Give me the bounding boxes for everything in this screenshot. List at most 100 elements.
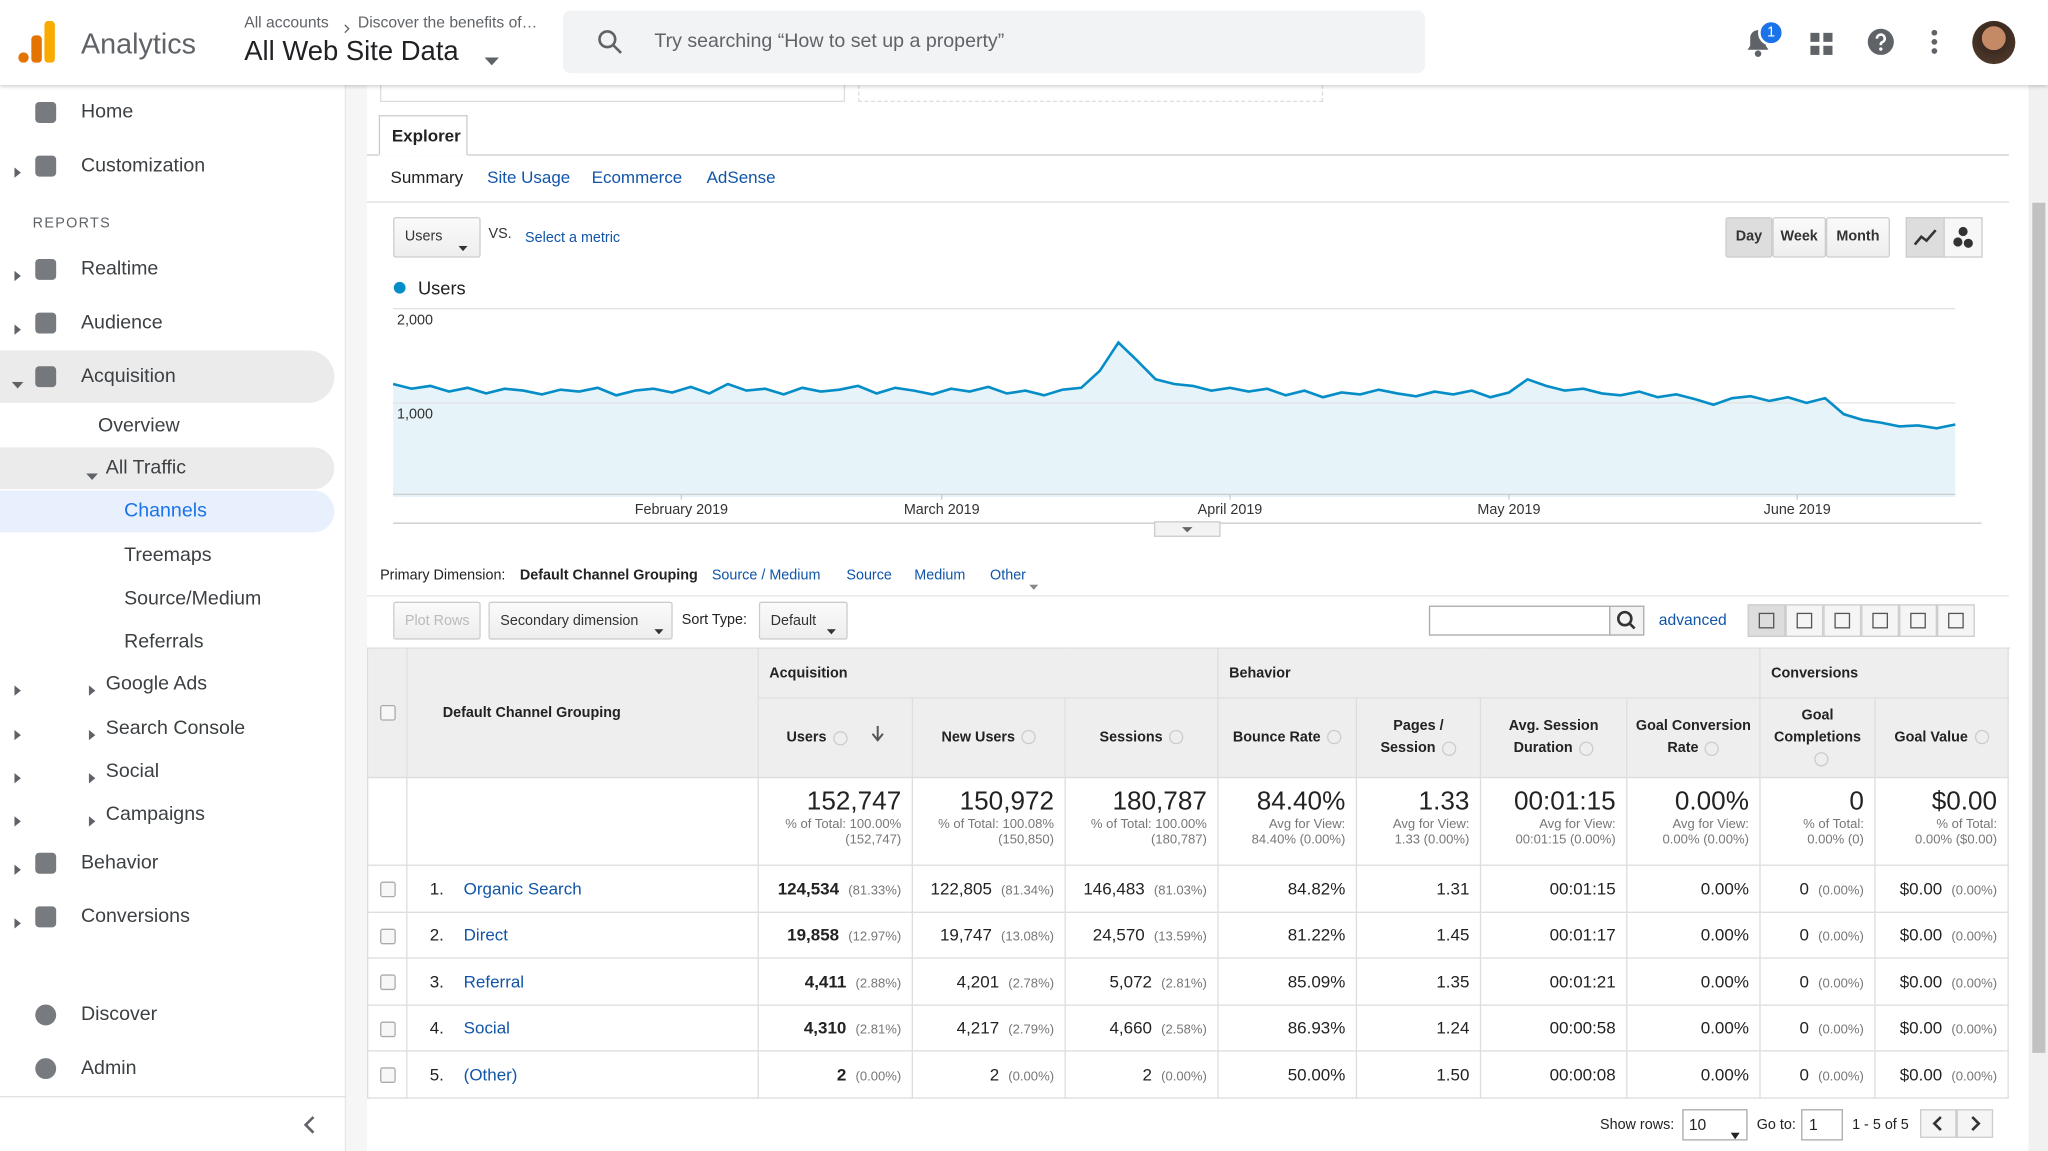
- column-header[interactable]: Avg. Session Duration: [1479, 697, 1628, 779]
- nav-item[interactable]: Source/Medium: [124, 587, 262, 610]
- dimension-option[interactable]: Other: [990, 567, 1026, 584]
- nav-item[interactable]: Customization: [80, 154, 206, 177]
- column-header[interactable]: Users: [757, 697, 913, 779]
- row-link[interactable]: (Other): [463, 1064, 518, 1084]
- subtab[interactable]: AdSense: [706, 167, 776, 188]
- expand-arrow[interactable]: [14, 161, 22, 178]
- nav-item[interactable]: Campaigns: [105, 803, 205, 826]
- expand-arrow[interactable]: [14, 318, 22, 335]
- avatar[interactable]: [1972, 20, 2016, 65]
- nav-item[interactable]: Treemaps: [124, 544, 212, 567]
- chart-type-motion[interactable]: [1943, 217, 1983, 258]
- metric-percent: (0.00%): [1161, 1069, 1207, 1084]
- column-header[interactable]: Goal Value: [1874, 697, 2009, 779]
- nav-item[interactable]: Channels: [124, 499, 207, 522]
- nav-item[interactable]: Search Console: [105, 716, 246, 739]
- subtab[interactable]: Site Usage: [487, 167, 571, 188]
- breadcrumb[interactable]: All accounts: [244, 13, 329, 32]
- expand-arrow[interactable]: [88, 723, 97, 741]
- checkbox[interactable]: [379, 974, 396, 991]
- period-button[interactable]: Day: [1725, 217, 1773, 258]
- view-toggle[interactable]: [1823, 604, 1862, 637]
- subtab[interactable]: Ecommerce: [591, 167, 683, 188]
- column-header[interactable]: New Users: [911, 697, 1066, 779]
- checkbox[interactable]: [379, 1067, 396, 1084]
- expand-arrow[interactable]: [14, 766, 22, 784]
- table-search[interactable]: [1428, 605, 1611, 636]
- nav-item[interactable]: Admin: [80, 1056, 137, 1080]
- view-toggle[interactable]: [1747, 604, 1786, 637]
- sort-dropdown[interactable]: Default: [758, 601, 848, 640]
- metric-percent: (13.59%): [1153, 930, 1207, 945]
- checkbox[interactable]: [379, 705, 396, 721]
- secondary-dimension[interactable]: Secondary dimension: [488, 601, 673, 640]
- collapse-arrow[interactable]: [86, 464, 98, 481]
- nav-item[interactable]: Home: [80, 100, 134, 123]
- table-search-button[interactable]: [1609, 605, 1645, 636]
- view-toggle[interactable]: [1785, 604, 1824, 637]
- nav-item[interactable]: Realtime: [80, 257, 159, 280]
- nav-item[interactable]: Behavior: [80, 851, 159, 874]
- dimension-option[interactable]: Medium: [914, 567, 966, 584]
- expand-arrow[interactable]: [14, 858, 22, 876]
- view-toggle[interactable]: [1899, 604, 1937, 637]
- expand-arrow[interactable]: [88, 679, 97, 696]
- chart-type-line[interactable]: [1905, 217, 1945, 258]
- nav-item[interactable]: Social: [105, 759, 160, 783]
- row-link[interactable]: Organic Search: [463, 878, 582, 899]
- nav-item[interactable]: Overview: [97, 414, 180, 437]
- collapse-chevron[interactable]: [303, 1116, 316, 1134]
- nav-item[interactable]: Google Ads: [105, 672, 208, 695]
- nav-item[interactable]: Audience: [80, 311, 163, 334]
- nav-item[interactable]: All Traffic: [105, 456, 186, 479]
- page-input[interactable]: [1801, 1109, 1843, 1141]
- advanced-link[interactable]: advanced: [1658, 610, 1727, 630]
- apps-icon[interactable]: [1810, 32, 1834, 57]
- search-box[interactable]: [562, 10, 1425, 74]
- metric-dropdown[interactable]: Users: [393, 217, 481, 258]
- expand-arrow[interactable]: [14, 264, 22, 282]
- breadcrumb[interactable]: Discover the benefits of…: [357, 13, 538, 32]
- expand-arrow[interactable]: [14, 912, 22, 929]
- nav-item[interactable]: Discover: [80, 1003, 158, 1026]
- dimension-option[interactable]: Source / Medium: [711, 567, 821, 584]
- column-header[interactable]: Pages / Session: [1355, 697, 1482, 779]
- next-page[interactable]: [1956, 1109, 1994, 1138]
- metric-cell: 19,747 (13.08%): [911, 910, 1066, 959]
- column-header[interactable]: Goal Completions: [1759, 697, 1876, 779]
- more-icon[interactable]: [1930, 29, 1938, 55]
- scrollbar-thumb[interactable]: [2032, 202, 2046, 1053]
- row-link[interactable]: Referral: [463, 971, 525, 992]
- property-selector[interactable]: All Web Site Data: [244, 36, 459, 67]
- period-button[interactable]: Month: [1825, 217, 1890, 258]
- checkbox[interactable]: [379, 1020, 396, 1037]
- expand-arrow[interactable]: [14, 810, 22, 827]
- collapse-arrow[interactable]: [11, 373, 24, 389]
- prev-page[interactable]: [1919, 1109, 1957, 1138]
- row-link[interactable]: Social: [463, 1017, 510, 1038]
- expand-arrow[interactable]: [14, 723, 22, 741]
- select-metric[interactable]: Select a metric: [525, 230, 621, 246]
- help-icon[interactable]: [1866, 27, 1895, 56]
- column-header[interactable]: Bounce Rate: [1217, 697, 1358, 779]
- dimension-option[interactable]: Source: [846, 567, 892, 584]
- nav-item[interactable]: Conversions: [80, 905, 190, 928]
- row-select: [367, 864, 408, 913]
- plot-rows-button[interactable]: Plot Rows: [393, 601, 481, 640]
- row-link[interactable]: Direct: [463, 925, 509, 945]
- period-button[interactable]: Week: [1772, 217, 1826, 258]
- expand-arrow[interactable]: [88, 766, 97, 784]
- nav-item[interactable]: Acquisition: [80, 364, 176, 388]
- expand-arrow[interactable]: [88, 810, 97, 827]
- content-gutter: [346, 85, 368, 1151]
- column-header[interactable]: Goal Conversion Rate: [1626, 697, 1761, 779]
- nav-item[interactable]: Referrals: [124, 630, 204, 653]
- expand-arrow[interactable]: [14, 679, 22, 696]
- checkbox[interactable]: [379, 928, 396, 944]
- checkbox[interactable]: [379, 881, 396, 898]
- rows-select[interactable]: [1682, 1109, 1748, 1141]
- column-header[interactable]: Sessions: [1064, 697, 1219, 779]
- view-toggle[interactable]: [1936, 604, 1975, 637]
- subtab[interactable]: Summary: [390, 167, 464, 188]
- view-toggle[interactable]: [1861, 604, 1900, 637]
